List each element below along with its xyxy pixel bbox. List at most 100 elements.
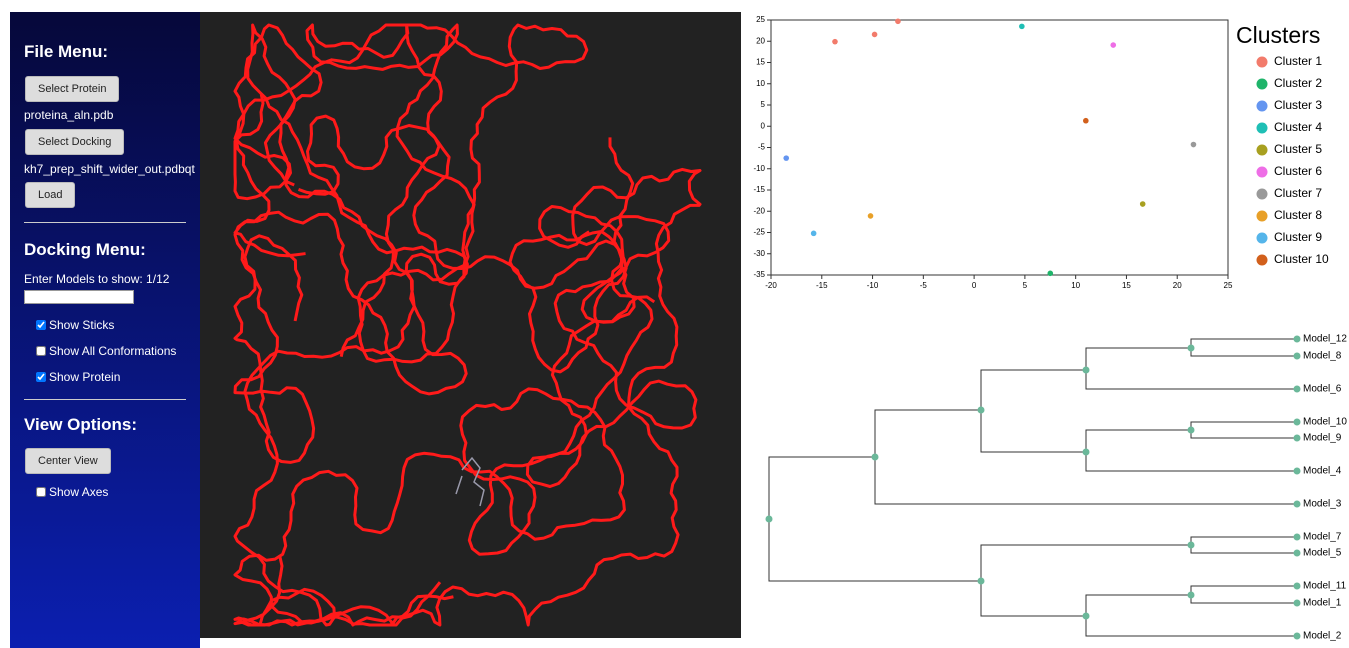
legend-label: Cluster 10: [1274, 252, 1329, 266]
divider: [24, 222, 186, 223]
leaf-label: Model_10: [1303, 417, 1347, 428]
legend-swatch: [1257, 101, 1268, 112]
dendrogram-link: [1191, 545, 1297, 553]
y-tick-label: 0: [761, 121, 766, 130]
checkbox-input[interactable]: [36, 346, 46, 356]
y-tick-label: -5: [758, 143, 766, 152]
legend-swatch: [1257, 211, 1268, 222]
legend-swatch: [1257, 255, 1268, 266]
dendrogram-link: [1086, 348, 1191, 370]
legend-label: Cluster 8: [1274, 208, 1322, 222]
checkbox[interactable]: Show All Conformations: [36, 344, 176, 358]
leaf-label: Model_7: [1303, 532, 1342, 543]
dendrogram-node: [1083, 449, 1090, 456]
dendrogram-leaf: [1294, 600, 1301, 607]
point: [1191, 142, 1197, 148]
y-tick-label: 25: [756, 15, 765, 24]
dendrogram-link: [1086, 616, 1297, 636]
models-input[interactable]: [24, 290, 134, 304]
legend-swatch: [1257, 189, 1268, 200]
heading: Docking Menu:: [24, 240, 146, 260]
dendrogram-link: [1191, 339, 1297, 348]
x-tick-label: 25: [1224, 281, 1233, 290]
label: Enter Models to show: 1/12: [24, 272, 169, 286]
dendrogram-link: [1086, 370, 1297, 389]
divider: [24, 399, 186, 400]
dendrogram-leaf: [1294, 336, 1301, 343]
dendrogram-link: [1191, 430, 1297, 438]
legend-label: Cluster 1: [1274, 54, 1322, 68]
legend-swatch: [1257, 79, 1268, 90]
x-tick-label: 15: [1122, 281, 1131, 290]
checkbox[interactable]: Show Sticks: [36, 318, 114, 332]
heading: File Menu:: [24, 42, 108, 62]
dendrogram-link: [1086, 595, 1191, 616]
dendrogram-leaf: [1294, 633, 1301, 640]
point: [832, 39, 838, 45]
dendrogram-link: [1191, 586, 1297, 595]
button[interactable]: Select Docking: [25, 129, 124, 155]
point: [895, 18, 901, 24]
checkbox[interactable]: Show Protein: [36, 370, 120, 384]
dendrogram-leaf: [1294, 435, 1301, 442]
y-tick-label: 20: [756, 36, 765, 45]
dendrogram-node: [1083, 613, 1090, 620]
leaf-label: Model_2: [1303, 631, 1342, 642]
checkbox-input[interactable]: [36, 320, 46, 330]
checkbox-input[interactable]: [36, 372, 46, 382]
x-tick-label: -5: [920, 281, 928, 290]
dendrogram-leaf: [1294, 353, 1301, 360]
leaf-label: Model_3: [1303, 499, 1342, 510]
checkbox[interactable]: Show Axes: [36, 485, 108, 499]
leaf-label: Model_9: [1303, 433, 1342, 444]
leaf-label: Model_11: [1303, 581, 1347, 592]
legend-swatch: [1257, 123, 1268, 134]
dendrogram-link: [981, 410, 1086, 452]
y-tick-label: -30: [753, 249, 765, 258]
point: [868, 213, 874, 219]
leaf-label: Model_6: [1303, 384, 1342, 395]
dendrogram-node: [766, 516, 773, 523]
checkbox-input[interactable]: [36, 487, 46, 497]
y-tick-label: -10: [753, 164, 765, 173]
dendrogram-link: [1086, 430, 1191, 452]
checkbox-label: Show Protein: [49, 370, 120, 384]
dendrogram-node: [978, 407, 985, 414]
legend-label: Cluster 4: [1274, 120, 1322, 134]
dendrogram-leaf: [1294, 419, 1301, 426]
dendrogram-link: [875, 410, 981, 457]
dendrogram-link: [981, 581, 1086, 616]
legend-label: Cluster 2: [1274, 76, 1322, 90]
button[interactable]: Select Protein: [25, 76, 119, 102]
dendrogram-node: [1188, 427, 1195, 434]
button[interactable]: Load: [25, 182, 75, 208]
dendrogram-node: [1083, 367, 1090, 374]
point: [1019, 24, 1025, 30]
plot-frame: [771, 20, 1228, 275]
heading: View Options:: [24, 415, 137, 435]
dendrogram-leaf: [1294, 468, 1301, 475]
dendrogram-node: [1188, 592, 1195, 599]
y-tick-label: -35: [753, 270, 765, 279]
legend-label: Cluster 3: [1274, 98, 1322, 112]
button[interactable]: Center View: [25, 448, 111, 474]
dendrogram-node: [978, 578, 985, 585]
dendrogram-link: [769, 519, 981, 581]
dendrogram-link: [1086, 452, 1297, 471]
point: [783, 155, 789, 161]
dendrogram-leaf: [1294, 550, 1301, 557]
dendrogram-link: [1191, 348, 1297, 356]
dendrogram-leaf: [1294, 583, 1301, 590]
legend-label: Cluster 7: [1274, 186, 1322, 200]
dendrogram-leaf: [1294, 501, 1301, 508]
x-tick-label: 0: [972, 281, 977, 290]
point: [1083, 118, 1089, 124]
legend-swatch: [1257, 57, 1268, 68]
file-name: kh7_prep_shift_wider_out.pdbqt: [24, 162, 195, 176]
legend-swatch: [1257, 145, 1268, 156]
legend-label: Cluster 9: [1274, 230, 1322, 244]
legend-swatch: [1257, 167, 1268, 178]
checkbox-label: Show Axes: [49, 485, 108, 499]
y-tick-label: 5: [761, 100, 766, 109]
legend-label: Cluster 5: [1274, 142, 1322, 156]
